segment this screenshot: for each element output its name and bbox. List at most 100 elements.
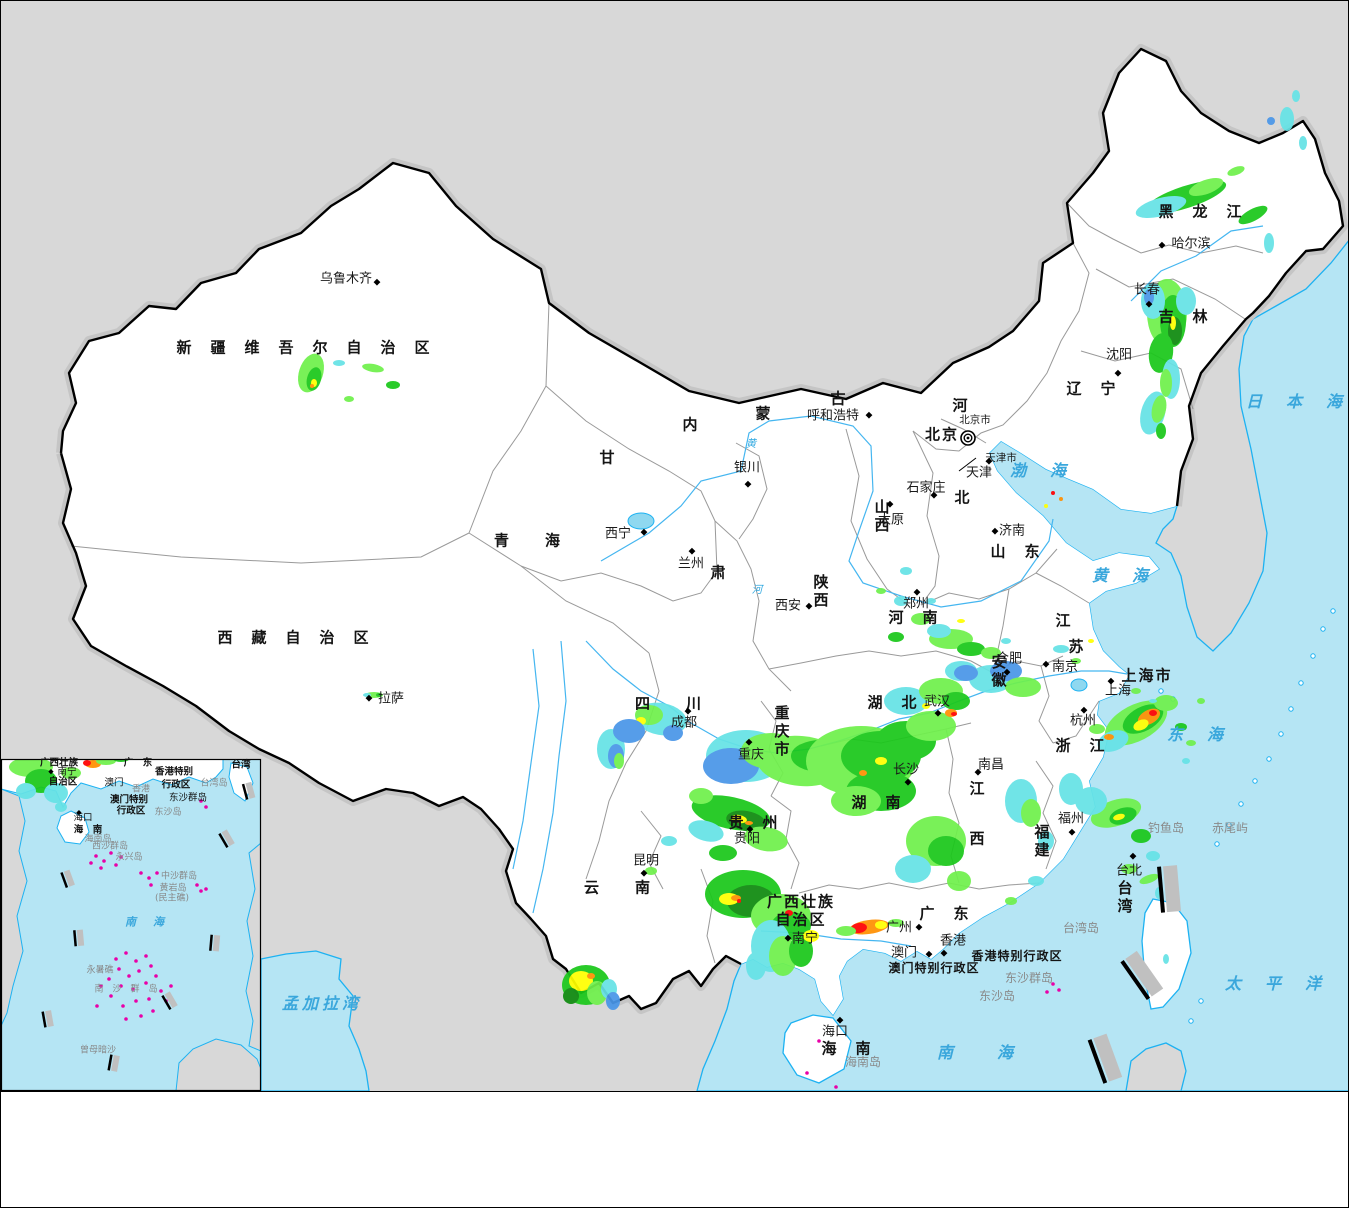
reef-mark [121,1004,125,1008]
boundary-dash [209,934,221,952]
inset-philippines [245,842,261,1052]
radar-echo [803,930,819,942]
reef-mark [109,994,113,998]
radar-echo [884,687,928,715]
radar-echo [947,871,971,891]
radar-echo [376,693,382,697]
boundary-dash [1157,865,1181,913]
radar-echo [1182,758,1190,764]
radar-echo [663,725,683,741]
radar-echo [731,814,747,824]
radar-echo [928,836,964,866]
radar-echo [16,783,36,799]
island-dot [1330,608,1336,614]
radar-echo [1264,233,1274,253]
radar-echo [888,919,904,927]
reef-mark [119,984,123,988]
radar-echo [926,598,936,604]
radar-echo [645,867,657,875]
boundary-dash [1087,1033,1123,1084]
reef-mark [159,989,163,993]
radar-echo [895,855,931,883]
radar-echo [1280,107,1294,131]
reef-mark [102,859,106,863]
radar-echo [1053,645,1069,653]
reef-mark [89,861,93,865]
reef-mark [134,959,138,963]
radar-echo [900,567,912,575]
reef-mark [95,1004,99,1008]
island-dot [1310,653,1316,659]
radar-echo [1149,699,1157,703]
radar-echo [1005,897,1017,905]
radar-echo [1044,504,1048,508]
inset-taiwan [228,762,254,802]
radar-echo [1292,90,1300,102]
radar-echo [1088,639,1094,643]
radar-echo [1051,491,1055,495]
radar-echo [96,759,116,765]
radar-echo [1131,688,1141,694]
reef-mark [137,969,141,973]
tai-lake [1070,678,1088,692]
radar-echo [1160,369,1172,397]
boundary-dash [73,929,85,947]
radar-echo [1135,196,1187,218]
reef-mark [94,854,98,858]
radar-echo [689,788,713,804]
reef-mark [131,987,135,991]
radar-echo [1059,773,1083,805]
radar-echo [1146,851,1160,861]
radar-echo [981,647,1001,659]
radar-echo [1227,166,1245,176]
reef-mark [117,967,121,971]
radar-echo [836,926,856,936]
radar-echo [1028,876,1044,886]
radar-echo [661,836,677,846]
reef-mark [151,1009,155,1013]
radar-echo [1238,205,1268,225]
radar-echo [1071,658,1081,664]
china-landmass [61,49,1343,1015]
radar-echo [1197,698,1205,704]
radar-echo [875,757,887,765]
reef-mark [114,863,118,867]
reef-mark [149,883,153,887]
china-radar-map: 黑 龙 江吉 林辽 宁内蒙古新 疆 维 吾 尔 自 治 区西 藏 自 治 区青 … [1,1,1348,1092]
radar-echo [1075,787,1107,815]
radar-echo [789,935,813,967]
radar-echo [613,719,645,743]
radar-echo [1021,799,1041,827]
reef-mark [114,957,118,961]
radar-echo [1151,395,1167,423]
inset-radar-echoes [9,759,129,812]
radar-echo [957,619,965,623]
reef-mark [204,805,208,809]
radar-echo [1038,831,1054,851]
beijing-capital-marker [958,430,977,472]
radar-echo [386,381,400,389]
reef-mark [139,1014,143,1018]
reef-mark [124,951,128,955]
radar-echo [563,988,579,1004]
boundary-dash [107,1054,120,1072]
reef-mark [134,999,138,1003]
radar-echo [1139,873,1159,885]
radar-echo-layer [298,90,1307,1010]
reef-mark [169,984,173,988]
reef-marks [805,982,1061,1089]
radar-echo [990,661,1022,681]
island-dot [1252,778,1258,784]
radar-echo [906,711,956,741]
radar-echo [859,770,867,776]
reef-mark [834,1085,838,1089]
radar-echo [1059,497,1063,501]
reef-mark [195,883,199,887]
radar-echo [1188,177,1224,197]
qinghai-lake [627,512,655,530]
reef-mark [1057,988,1061,992]
reef-mark [204,887,208,891]
radar-echo [1001,638,1011,644]
radar-echo [333,360,345,366]
